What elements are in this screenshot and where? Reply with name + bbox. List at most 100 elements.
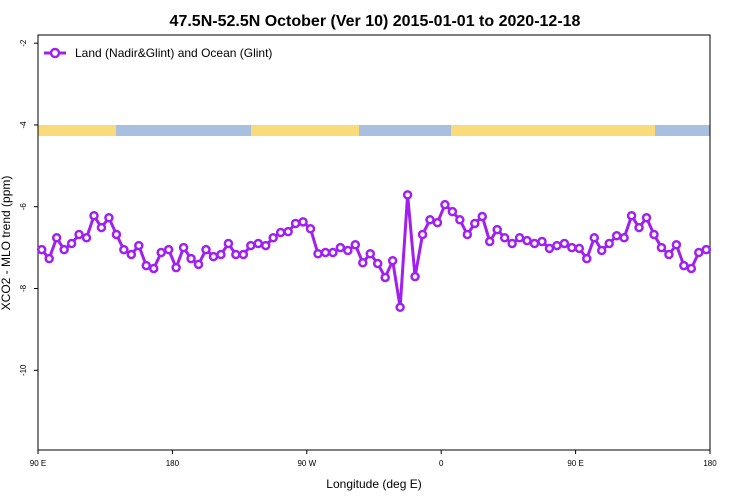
data-point: [350, 239, 361, 250]
data-point: [694, 247, 704, 258]
data-point: [313, 248, 323, 259]
data-point: [440, 199, 450, 210]
data-point: [574, 243, 585, 254]
data-point: [462, 229, 473, 240]
data-point: [51, 233, 62, 243]
data-point: [59, 244, 69, 255]
data-point: [522, 235, 532, 246]
data-point: [126, 249, 137, 260]
data-point: [492, 224, 502, 235]
data-point: [186, 253, 196, 264]
x-tick-label: 180: [703, 459, 717, 468]
data-point: [380, 272, 390, 283]
data-point: [559, 238, 570, 249]
data-point: [470, 218, 480, 229]
data-point: [649, 229, 659, 240]
data-point: [582, 253, 592, 264]
data-point: [402, 190, 413, 200]
legend-marker: [49, 47, 61, 59]
data-point: [358, 257, 368, 268]
data-point: [343, 245, 353, 256]
data-point: [268, 233, 278, 243]
data-point: [208, 251, 219, 262]
x-tick-label: 90 E: [30, 459, 46, 468]
data-point: [328, 247, 338, 258]
y-tick-label: -4: [19, 121, 28, 129]
data-point: [686, 263, 697, 274]
data-point: [163, 244, 174, 255]
data-point: [410, 271, 420, 282]
data-point: [514, 233, 525, 243]
data-point: [425, 215, 435, 225]
data-point: [171, 262, 181, 273]
data-point: [156, 247, 166, 258]
data-point: [104, 213, 114, 223]
data-point: [216, 249, 226, 260]
data-point: [238, 249, 249, 260]
x-tick-label: 90 E: [567, 459, 583, 468]
data-point: [537, 236, 547, 247]
data-point: [626, 210, 637, 221]
data-point: [96, 222, 107, 233]
data-point: [44, 253, 54, 264]
data-point: [365, 248, 376, 259]
data-point: [305, 224, 316, 234]
data-point: [178, 242, 189, 253]
data-point: [387, 255, 398, 266]
data-point: [283, 226, 293, 237]
data-point: [664, 249, 674, 260]
data-point: [484, 236, 495, 247]
data-point: [141, 260, 152, 271]
data-point: [477, 211, 488, 222]
data-point: [634, 222, 644, 233]
y-tick-label: -6: [19, 203, 28, 211]
data-point: [320, 247, 331, 258]
data-point: [499, 233, 510, 243]
data-point: [223, 238, 234, 249]
land-ocean-strip: [38, 125, 710, 136]
data-point: [701, 244, 712, 255]
data-point: [74, 229, 84, 240]
data-point: [679, 260, 689, 271]
y-tick-label: -2: [19, 39, 28, 47]
data-point: [231, 249, 241, 260]
data-point: [275, 227, 286, 238]
data-point: [604, 238, 614, 249]
data-point: [246, 240, 256, 251]
data-point: [201, 244, 211, 255]
data-point: [372, 258, 383, 269]
x-tick-label: 180: [166, 459, 180, 468]
data-point: [507, 238, 517, 249]
data-point: [619, 233, 629, 243]
legend-label: Land (Nadir&Glint) and Ocean (Glint): [75, 46, 272, 60]
data-point: [544, 243, 555, 254]
data-point: [290, 218, 301, 229]
data-point: [119, 244, 129, 255]
x-tick-label: 0: [439, 459, 444, 468]
data-point: [641, 213, 652, 223]
y-tick-label: -8: [19, 284, 28, 292]
data-point: [596, 245, 607, 256]
data-point: [447, 206, 458, 217]
x-tick-label: 90 W: [297, 459, 316, 468]
y-axis-label: XCO2 - MLO trend (ppm): [0, 176, 13, 311]
chart-title: 47.5N-52.5N October (Ver 10) 2015-01-01 …: [170, 13, 581, 30]
data-point: [417, 229, 428, 240]
data-point: [432, 217, 443, 228]
plot-frame: [37, 34, 711, 451]
data-point: [671, 239, 682, 250]
data-point: [589, 233, 600, 243]
data-point: [611, 231, 622, 241]
data-point: [656, 242, 667, 253]
data-point: [134, 240, 144, 251]
x-axis-label: Longitude (deg E): [326, 477, 421, 491]
data-point: [253, 238, 264, 249]
data-point: [66, 238, 77, 249]
y-tick-label: -10: [19, 364, 28, 376]
data-point: [335, 242, 346, 253]
data-point: [89, 210, 99, 221]
data-point: [36, 244, 47, 255]
data-point: [193, 259, 204, 270]
data-point: [455, 215, 465, 225]
